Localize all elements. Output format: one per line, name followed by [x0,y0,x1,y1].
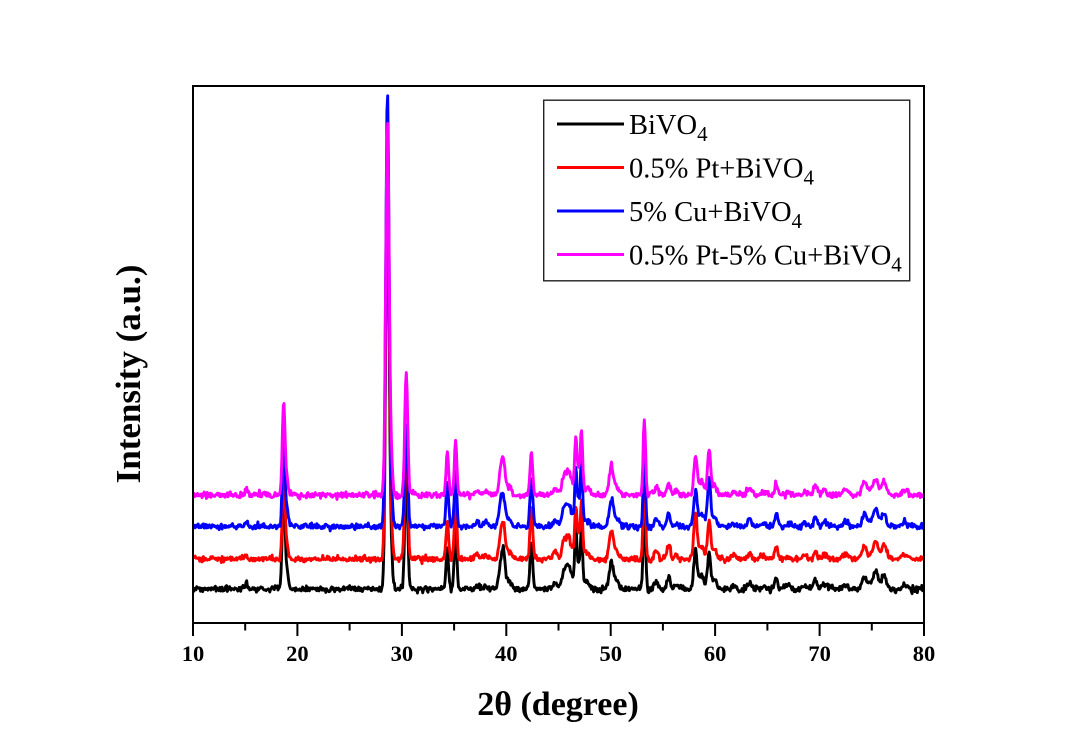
svg-text:20: 20 [286,641,309,666]
svg-text:0.5% Pt+BiVO4: 0.5% Pt+BiVO4 [629,154,814,190]
svg-text:5% Cu+BiVO4: 5% Cu+BiVO4 [629,197,803,233]
svg-text:Intensity (a.u.): Intensity (a.u.) [109,265,148,484]
svg-text:60: 60 [704,641,727,666]
svg-text:40: 40 [495,641,518,666]
svg-text:2θ (degree): 2θ (degree) [477,686,639,723]
svg-text:10: 10 [182,641,205,666]
svg-text:80: 80 [913,641,936,666]
svg-text:0.5% Pt-5% Cu+BiVO4: 0.5% Pt-5% Cu+BiVO4 [629,241,902,277]
svg-text:BiVO4: BiVO4 [629,110,708,146]
svg-text:70: 70 [808,641,831,666]
svg-text:30: 30 [391,641,414,666]
svg-text:50: 50 [599,641,622,666]
